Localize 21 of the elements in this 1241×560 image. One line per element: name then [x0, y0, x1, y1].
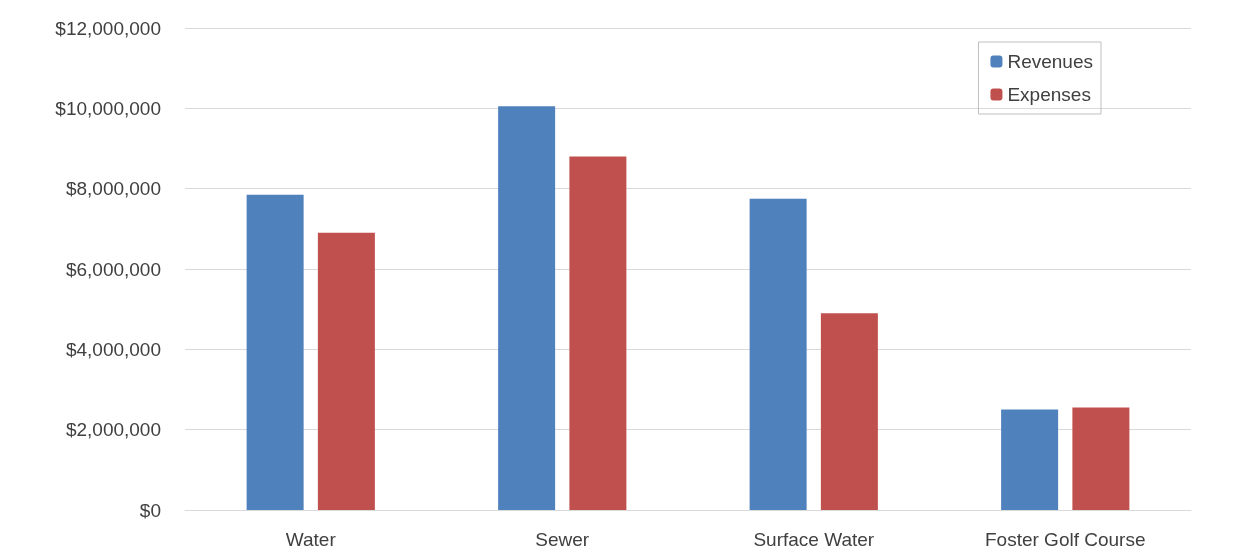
x-tick-label: Foster Golf Course — [985, 529, 1146, 550]
bar — [1001, 409, 1059, 510]
y-tick-label: $4,000,000 — [65, 338, 161, 360]
y-tick-label: $0 — [139, 499, 161, 521]
x-tick-label: Sewer — [535, 529, 590, 550]
y-tick-label: $8,000,000 — [65, 178, 161, 200]
bar — [317, 232, 375, 510]
bar — [820, 313, 878, 510]
legend-label: Revenues — [1007, 51, 1094, 72]
x-tick-label: Water — [285, 529, 337, 550]
legend-label: Expenses — [1007, 84, 1091, 105]
bar — [569, 156, 627, 510]
y-tick-label: $10,000,000 — [55, 97, 161, 119]
bar — [749, 198, 807, 510]
bar — [1072, 407, 1130, 510]
y-tick-label: $2,000,000 — [65, 419, 161, 441]
y-tick-label: $6,000,000 — [65, 258, 161, 280]
x-tick-label: Surface Water — [753, 529, 875, 550]
bar — [498, 106, 556, 510]
bar — [246, 194, 304, 510]
y-tick-label: $12,000,000 — [55, 17, 161, 39]
